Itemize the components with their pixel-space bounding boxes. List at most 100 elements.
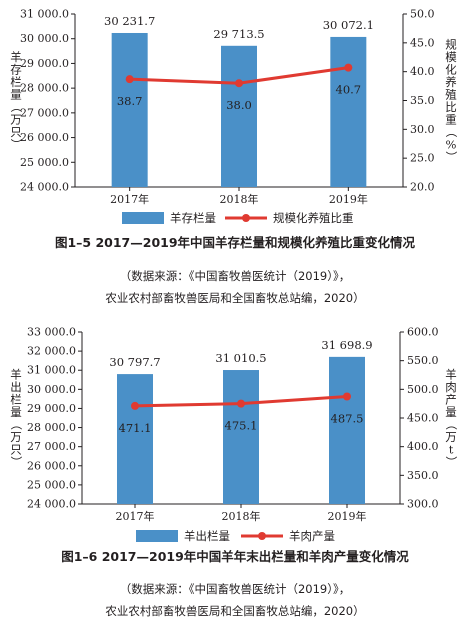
axis-title-char: 养 [445,75,457,89]
axis-title-char: 羊 [10,50,22,64]
axis-title-char: 量 [10,405,22,419]
axis-title-char: 肉 [445,380,457,394]
line-point [237,399,245,408]
bar [111,32,148,187]
bar-value-label: 30 231.7 [104,14,155,28]
y2-tick-label: 35.0 [410,94,435,107]
legend-line-marker [242,214,250,222]
bar-value-label: 31 698.9 [321,338,372,352]
line-point [125,75,134,84]
y2-axis-title: 规模化养殖比重（%） [444,37,458,162]
y2-tick-label: 30.0 [410,123,435,136]
axis-title-char: 出 [10,380,22,394]
y-tick-label: 29 000.0 [20,57,69,70]
y-tick-label: 32 000.0 [27,345,76,358]
y-tick-label: 31 000.0 [27,364,76,377]
legend-bar-label: 羊出栏量 [184,529,230,543]
line-value-label: 38.7 [117,94,143,108]
line-value-label: 475.1 [225,419,258,433]
y2-tick-label: 20.0 [410,181,435,194]
bar [329,356,365,504]
axis-title-char: （ [9,101,23,113]
y2-tick-label: 350.0 [407,469,439,482]
bar-value-label: 30 072.1 [323,18,374,32]
figure-caption: 图1–6 2017—2019年中国羊年末出栏量和羊肉产量变化情况 [61,549,409,564]
line-point [343,392,351,401]
x-tick-label: 2018年 [220,192,259,206]
bar-value-label: 31 010.5 [215,351,266,365]
chart-figure-1-6: 24 000.0 25 000.0 26 000.0 27 000.0 28 000.0… [0,318,470,627]
legend-line-label: 羊肉产量 [289,529,335,543]
y-tick-label: 28 000.0 [27,421,76,434]
axis-title-char: 只 [10,442,22,456]
y-tick-label: 27 000.0 [27,440,76,453]
chart-figure-1-5: 24 000.0 25 000.0 26 000.0 27 000.0 28 000.0… [9,8,458,306]
axis-title-char: 量 [10,87,22,101]
y2-tick-label: 550.0 [407,354,439,367]
source-line-2: 农业农村部畜牧兽医局和全国畜牧总站编，2020） [105,291,365,305]
y2-tick-label: 600.0 [407,326,439,339]
y2-tick-label: 450.0 [407,412,439,425]
axis-title-char: ） [444,151,458,163]
source-line-1: （数据来源：《中国畜牧兽医统计（2019）》， [119,582,351,596]
legend-line-label: 规模化养殖比重 [273,211,354,225]
source-line-1: （数据来源：《中国畜牧兽医统计（2019）》， [119,269,351,283]
axis-title-char: 万 [445,430,457,444]
y2-tick-label: 300.0 [407,498,439,511]
source-line-2: 农业农村部畜牧兽医局和全国畜牧总站编，2020） [105,604,365,618]
bar-value-label: 30 797.7 [109,355,160,369]
legend-line-marker [258,532,266,540]
axis-title-char: % [446,137,457,151]
axis-title-char: 产 [445,392,457,406]
y-tick-label: 26 000.0 [20,131,69,144]
y-tick-label: 31 000.0 [20,8,69,21]
bar [330,36,367,187]
line-value-label: 38.0 [226,98,252,112]
bar [221,45,257,188]
y-tick-label: 25 000.0 [27,478,76,491]
axis-title-char: 量 [445,405,457,419]
y-tick-label: 29 000.0 [27,402,76,415]
axis-title-char: 重 [445,112,457,126]
y-tick-label: 30 000.0 [27,383,76,396]
axis-title-char: t [449,442,454,456]
axis-title-char: 化 [445,62,457,76]
y-tick-label: 25 000.0 [20,156,69,169]
x-tick-label: 2017年 [110,192,149,206]
x-tick-label: 2019年 [328,509,367,523]
y2-tick-label: 500.0 [407,383,439,396]
y2-axis-title: 羊肉产量（万t） [444,367,458,467]
y2-tick-label: 25.0 [410,152,435,165]
figure-caption: 图1–5 2017—2019年中国羊存栏量和规模化养殖比重变化情况 [54,235,416,250]
line-value-label: 40.7 [336,83,362,97]
bar [223,370,259,504]
line-point [131,401,139,410]
axis-title-char: ） [9,139,23,151]
y-axis-title: 羊出栏量（万只） [9,367,23,467]
legend-bar-swatch [136,530,178,542]
axis-title-char: （ [444,126,458,138]
axis-title-char: 规 [445,37,457,51]
y2-tick-label: 400.0 [407,440,439,453]
axis-title-char: （ [9,419,23,431]
line-point [235,79,243,88]
axis-title-char: 羊 [445,367,457,381]
axis-title-char: ） [9,456,23,468]
axis-title-char: 万 [10,112,22,126]
line-value-label: 487.5 [331,412,364,426]
axis-title-char: 比 [445,100,457,114]
x-tick-label: 2018年 [222,509,261,523]
axis-title-char: 羊 [10,367,22,381]
x-tick-label: 2017年 [116,509,155,523]
y-tick-label: 24 000.0 [27,498,76,511]
y-tick-label: 26 000.0 [27,459,76,472]
line-point [344,63,353,72]
axis-title-char: 栏 [10,75,22,89]
axis-title-char: ） [444,456,458,468]
bar [117,374,153,504]
y2-tick-label: 45.0 [410,36,435,49]
y-tick-label: 33 000.0 [27,326,76,339]
y-tick-label: 24 000.0 [20,181,69,194]
y-tick-label: 30 000.0 [20,32,69,45]
axis-title-char: 只 [10,125,22,139]
